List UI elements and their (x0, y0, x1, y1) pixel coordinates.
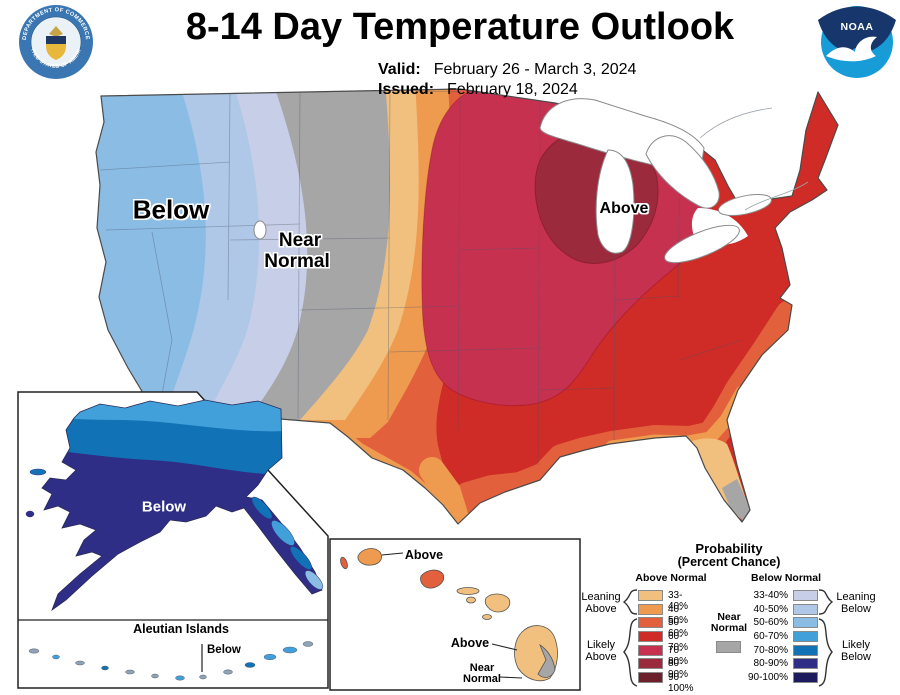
valid-value: February 26 - March 3, 2024 (433, 61, 637, 78)
page-title: 8-14 Day Temperature Outlook (185, 6, 735, 48)
band-above-40-50-south-texas (419, 457, 469, 524)
band-below-50-60 (96, 89, 206, 410)
issued-value: February 18, 2024 (447, 81, 578, 98)
legend-swatch-above-40-50 (638, 604, 663, 615)
lake-huron (645, 135, 720, 209)
great-lakes (253, 98, 772, 264)
hawaii-label-above-nw: Above (404, 548, 444, 562)
legend-range-below-0: 33-40% (753, 590, 788, 601)
legend-swatch-above-33-40 (638, 590, 663, 601)
island-hawaii-near-normal (537, 644, 556, 678)
state-borders (99, 89, 743, 466)
island-niihau (340, 556, 348, 570)
legend-range-above-3: 60-70% (668, 631, 689, 653)
legend-swatch-above-70-80 (638, 645, 663, 656)
bering-islands (25, 468, 47, 518)
lake-ontario (718, 194, 772, 216)
legend-range-below-2: 50-60% (753, 617, 788, 628)
noaa-logo-gull-icon (826, 36, 877, 62)
island-molokai (456, 587, 480, 595)
hawaii-label-near-line1: Near (469, 662, 495, 674)
island-maui (484, 593, 511, 613)
legend-braces (622, 589, 834, 687)
aleutian-islands-title: Aleutian Islands (133, 622, 229, 636)
legend-swatch-below-90-100 (793, 672, 818, 683)
brace-likely-above (623, 618, 638, 687)
legend-range-above-4: 70-80% (668, 645, 689, 667)
island-kauai (357, 548, 382, 566)
map-label-near-line2: Normal (264, 251, 330, 272)
aleutian-label-below: Below (207, 644, 241, 656)
great-salt-lake (253, 220, 267, 240)
island-oahu (420, 569, 445, 589)
legend-subtitle: (Percent Chance) (677, 555, 781, 569)
doc-seal-eagle (49, 26, 63, 36)
doc-seal-logo: DEPARTMENT OF COMMERCE UNITED STATES OF … (0, 0, 93, 79)
legend-swatch-above-90-100 (638, 672, 663, 683)
legend-range-above-6: 90-100% (668, 672, 694, 694)
noaa-logo-text: NOAA (840, 21, 874, 33)
legend-group-likely-above: Likely Above (585, 639, 617, 663)
legend-group-leaning-below: Leaning Below (836, 591, 876, 615)
legend-group-leaning-above: Leaning Above (581, 591, 621, 615)
noaa-logo-fan (818, 6, 896, 53)
alaska-label-below: Below (141, 498, 187, 516)
legend-range-below-6: 90-100% (747, 672, 788, 683)
legend-range-above-0: 33-40% (668, 590, 689, 612)
legend-swatch-below-70-80 (793, 645, 818, 656)
legend-above-normal-header: Above Normal (635, 572, 707, 584)
map-label-above-great-lakes: Above (599, 200, 649, 217)
legend-swatch-above-50-60 (638, 617, 663, 628)
map-label-near-line1: Near (278, 230, 322, 251)
brace-leaning-below (818, 589, 834, 615)
legend-swatch-below-50-60 (793, 617, 818, 628)
alaska-outline (41, 399, 323, 612)
doc-seal-shield-chief (46, 36, 66, 44)
legend-near-normal-line2: Normal (710, 622, 748, 634)
legend-range-below-3: 60-70% (753, 631, 788, 642)
legend-swatch-below-40-50 (793, 604, 818, 615)
legend-range-above-2: 50-60% (668, 617, 689, 639)
legend-below-normal-header: Below Normal (750, 572, 821, 584)
map-label-below-west: Below (132, 194, 210, 225)
noaa-logo (818, 6, 896, 78)
brace-leaning-above (622, 589, 638, 615)
issued-label: Issued: (378, 81, 435, 98)
band-near-normal-florida-tip (722, 479, 751, 521)
hawaii-inset (329, 538, 581, 691)
brace-likely-below (818, 618, 833, 687)
alaska-inset (17, 391, 329, 689)
valid-row: Valid: February 26 - March 3, 2024 (378, 61, 636, 79)
legend-group-likely-below: Likely Below (841, 639, 871, 663)
legend-swatch-above-60-70 (638, 631, 663, 642)
legend-swatch-above-80-90 (638, 658, 663, 669)
legend-range-below-1: 40-50% (753, 604, 788, 615)
alaska-panhandle-islands (251, 496, 324, 590)
legend-range-below-4: 70-80% (753, 645, 788, 656)
issued-row: Issued: February 18, 2024 (378, 81, 578, 99)
island-kahoolawe (482, 614, 492, 620)
legend-swatch-near-normal (716, 641, 741, 653)
legend-title: Probability (695, 541, 763, 556)
legend-range-above-1: 40-50% (668, 604, 689, 626)
legend-range-above-5: 80-90% (668, 658, 689, 680)
hawaii-label-above-big-island: Above (450, 636, 490, 650)
lake-erie (664, 224, 740, 264)
hawaii-leader-lines (381, 552, 523, 679)
island-lanai (466, 596, 476, 604)
valid-label: Valid: (378, 61, 421, 78)
hawaii-label-near-line2: Normal (463, 673, 501, 685)
lake-michigan (595, 149, 635, 254)
legend-swatch-below-60-70 (793, 631, 818, 642)
canada-shorelines (699, 107, 809, 211)
legend-near-normal-line1: Near (717, 611, 741, 623)
aleutian-islands-chain (28, 641, 314, 681)
legend-swatch-below-33-40 (793, 590, 818, 601)
legend-range-below-5: 80-90% (753, 658, 788, 669)
legend-swatch-below-80-90 (793, 658, 818, 669)
